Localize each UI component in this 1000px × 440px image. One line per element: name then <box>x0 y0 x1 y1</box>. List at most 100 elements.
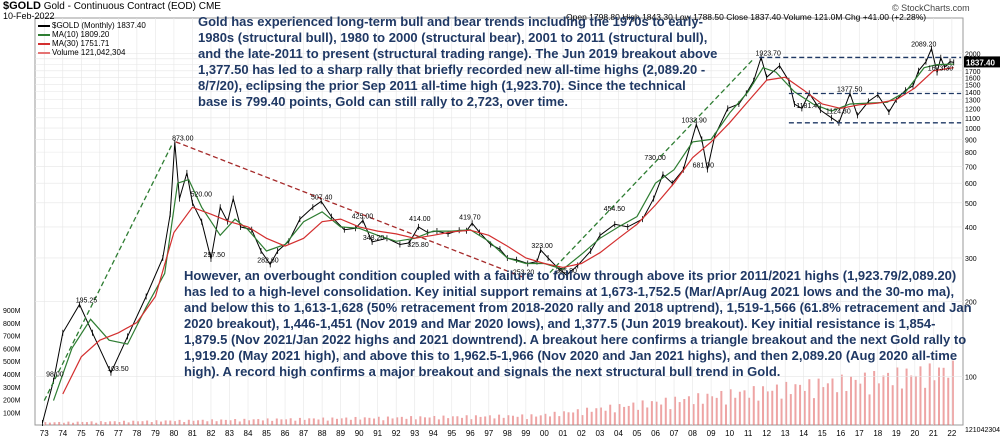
x-tick-label: 74 <box>58 429 67 438</box>
volume-bar <box>442 415 445 425</box>
volume-bar <box>257 419 260 425</box>
volume-bar <box>521 414 524 425</box>
volume-bar <box>58 421 61 425</box>
price-annotation: 255.80 <box>555 268 577 275</box>
volume-bar <box>220 419 223 425</box>
volume-bar <box>933 380 936 425</box>
volume-bar <box>243 418 246 425</box>
x-tick-label: 78 <box>132 429 141 438</box>
x-tick-label: 05 <box>633 429 642 438</box>
series-line <box>52 63 954 401</box>
volume-bar <box>664 397 667 425</box>
y-tick-label: 300 <box>965 256 977 263</box>
x-tick-label: 98 <box>503 429 512 438</box>
volume-bar <box>206 421 209 425</box>
volume-bar <box>178 419 181 425</box>
volume-bar <box>738 391 741 425</box>
series-lines <box>41 45 955 426</box>
volume-bar <box>169 420 172 425</box>
y-tick-label: 500 <box>965 201 977 208</box>
watermark: © StockCharts.com <box>892 3 970 13</box>
y-tick-label: 1200 <box>965 106 981 113</box>
volume-axis-label: 100M <box>3 410 21 417</box>
volume-bar <box>261 420 264 425</box>
volume-bar <box>113 421 116 425</box>
volume-bar <box>224 419 227 425</box>
volume-bar <box>692 404 695 425</box>
x-tick-label: 90 <box>355 429 364 438</box>
y-tick-label: 1300 <box>965 98 981 105</box>
volume-bar <box>474 415 477 425</box>
volume-bar <box>187 419 190 425</box>
volume-bar <box>734 397 737 425</box>
x-tick-label: 12 <box>762 429 771 438</box>
volume-bar <box>687 396 690 425</box>
volume-bar <box>423 417 426 425</box>
volume-bar <box>465 415 468 425</box>
volume-bar <box>410 416 413 425</box>
volume-bar <box>173 421 176 425</box>
x-tick-label: 94 <box>429 429 438 438</box>
volume-bar <box>317 419 320 425</box>
volume-bar <box>937 367 940 425</box>
volume-bar <box>553 411 556 425</box>
volume-bar <box>197 420 200 425</box>
volume-bar <box>618 404 621 425</box>
volume-bar <box>382 420 385 425</box>
volume-bar <box>99 421 102 425</box>
legend-item: $GOLD (Monthly) 1837.40 <box>38 21 146 30</box>
volume-bar <box>914 375 917 425</box>
volume-bar <box>780 398 783 425</box>
x-tick-label: 11 <box>744 429 753 438</box>
volume-bar <box>433 415 436 425</box>
price-annotation: 297.50 <box>204 252 226 259</box>
price-annotation: 323.00 <box>531 243 553 250</box>
volume-bar <box>539 415 542 425</box>
price-annotation: 1033.90 <box>681 117 706 124</box>
volume-bar <box>840 374 843 425</box>
volume-bar <box>456 416 459 425</box>
x-tick-label: 15 <box>818 429 827 438</box>
volume-bar <box>771 390 774 425</box>
price-annotation: 873.00 <box>172 136 194 143</box>
x-tick-label: 84 <box>244 429 253 438</box>
volume-bar <box>373 418 376 425</box>
volume-bar <box>136 421 139 425</box>
volume-bar <box>947 377 950 425</box>
volume-bar <box>627 405 630 425</box>
volume-bar <box>757 400 760 425</box>
price-annotation: 282.60 <box>257 257 279 264</box>
trendlines <box>43 56 962 401</box>
x-tick-label: 99 <box>521 429 530 438</box>
volume-bar <box>48 422 51 425</box>
volume-bars <box>44 360 954 425</box>
x-tick-label: 83 <box>225 429 234 438</box>
volume-bar <box>183 422 186 425</box>
volume-bar <box>868 394 871 425</box>
volume-bar <box>535 416 538 425</box>
volume-bar <box>775 384 778 425</box>
x-tick-label: 13 <box>781 429 790 438</box>
x-tick-label: 85 <box>262 429 271 438</box>
x-tick-label: 16 <box>836 429 845 438</box>
volume-bar <box>377 416 380 425</box>
volume-axis-label: 500M <box>3 359 21 366</box>
volume-bar <box>831 378 834 425</box>
volume-bar <box>812 398 815 425</box>
volume-bar <box>44 422 47 425</box>
gridlines <box>35 18 963 425</box>
exchange: CME <box>198 1 221 12</box>
x-tick-label: 73 <box>40 429 49 438</box>
volume-bar <box>62 422 65 425</box>
volume-bar <box>215 421 218 425</box>
y-tick-label: 700 <box>965 165 977 172</box>
volume-bar <box>896 367 899 425</box>
last-value-box <box>964 56 1000 68</box>
volume-bar <box>530 414 533 425</box>
volume-bar <box>405 418 408 425</box>
volume-bar <box>141 421 144 425</box>
y-tick-label: 2000 <box>965 51 981 58</box>
volume-bar <box>595 408 598 425</box>
volume-bar <box>762 386 765 425</box>
volume-bar <box>335 418 338 425</box>
